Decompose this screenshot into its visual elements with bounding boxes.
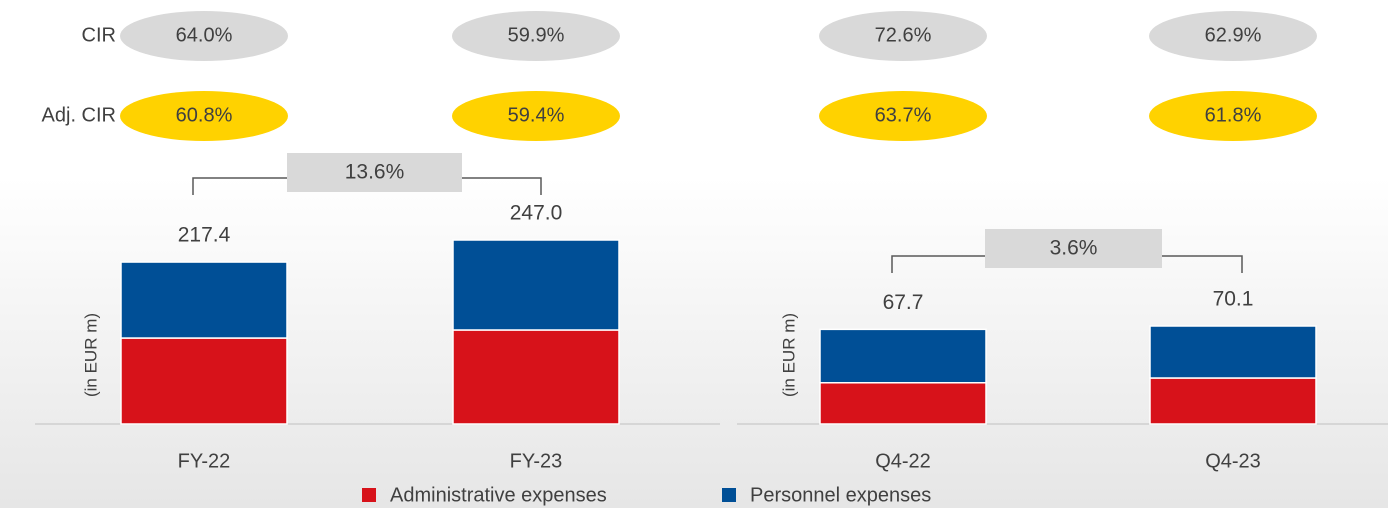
bar-segment (819, 382, 987, 425)
bar-segment (1149, 325, 1317, 379)
total-label: 247.0 (510, 202, 563, 225)
growth-label: 13.6% (345, 161, 405, 184)
bar-segment (452, 239, 620, 331)
ratio-bubble (1149, 91, 1317, 141)
x-tick-label: FY-23 (510, 450, 563, 472)
legend-label: Administrative expenses (390, 484, 607, 506)
x-tick-label: Q4-22 (875, 450, 931, 472)
ratio-label: 72.6% (875, 24, 932, 46)
bar-segment (1149, 377, 1317, 425)
growth-bracket (192, 177, 287, 195)
ratio-label: 64.0% (176, 24, 233, 46)
total-label: 217.4 (178, 224, 231, 247)
x-tick-label: FY-22 (178, 450, 231, 472)
bar-segment (452, 329, 620, 425)
ratio-label: 63.7% (875, 104, 932, 126)
bar-segment (120, 261, 288, 339)
growth-box (287, 153, 462, 192)
ratio-label: 59.9% (508, 24, 565, 46)
ratio-bubble (452, 91, 620, 141)
ratio-bubble (452, 11, 620, 61)
growth-label: 3.6% (1050, 237, 1098, 260)
growth-bracket (1162, 255, 1243, 273)
ratio-bubble (819, 91, 987, 141)
bar-segment (120, 337, 288, 425)
growth-box (985, 229, 1162, 268)
ratio-bubble (120, 91, 288, 141)
axis-label: (in EUR m) (779, 313, 798, 397)
axis-label: (in EUR m) (81, 313, 100, 397)
ratio-label: 62.9% (1205, 24, 1262, 46)
ratio-label: 60.8% (176, 104, 233, 126)
legend-swatch (362, 488, 376, 502)
ratio-bubble (819, 11, 987, 61)
growth-bracket (891, 255, 985, 273)
row-label: Adj. CIR (42, 104, 116, 126)
x-tick-label: Q4-23 (1205, 450, 1261, 472)
legend-label: Personnel expenses (750, 484, 931, 506)
ratio-bubble (120, 11, 288, 61)
growth-bracket (462, 177, 542, 195)
ratio-label: 61.8% (1205, 104, 1262, 126)
ratio-label: 59.4% (508, 104, 565, 126)
row-label: CIR (82, 24, 116, 46)
total-label: 70.1 (1213, 288, 1254, 311)
legend-swatch (722, 488, 736, 502)
ratio-bubble (1149, 11, 1317, 61)
bar-segment (819, 328, 987, 384)
total-label: 67.7 (883, 291, 924, 314)
